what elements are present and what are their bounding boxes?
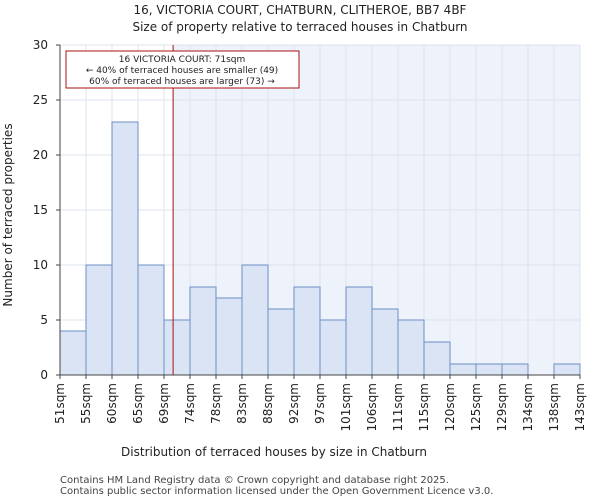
- x-tick-label: 78sqm: [209, 383, 223, 424]
- chart-title-line2: Size of property relative to terraced ho…: [132, 20, 467, 34]
- x-tick-label: 83sqm: [235, 383, 249, 424]
- x-tick-label: 143sqm: [573, 383, 587, 431]
- footer-line1: Contains HM Land Registry data © Crown c…: [60, 475, 449, 486]
- bar-115sqm: [423, 341, 451, 376]
- bars: [59, 121, 581, 376]
- annotation-line3: 60% of terraced houses are larger (73) →: [89, 77, 275, 87]
- x-tick-label: 88sqm: [261, 383, 275, 424]
- bar-78sqm: [215, 297, 243, 376]
- bar-55sqm: [85, 264, 113, 376]
- x-tick-label: 138sqm: [547, 383, 561, 431]
- bar-69sqm: [163, 319, 191, 376]
- y-tick-label: 20: [33, 148, 48, 162]
- x-tick-label: 92sqm: [287, 383, 301, 424]
- y-tick-label: 0: [40, 368, 48, 382]
- bar-83sqm: [241, 264, 269, 376]
- x-tick-label: 134sqm: [521, 383, 535, 431]
- y-axis-ticks: 0 5 10 15 20 25 30: [33, 38, 60, 382]
- bar-88sqm: [267, 308, 295, 376]
- x-tick-label: 74sqm: [183, 383, 197, 424]
- bar-60sqm: [111, 121, 139, 376]
- x-tick-label: 125sqm: [469, 383, 483, 431]
- x-tick-label: 69sqm: [157, 383, 171, 424]
- bar-74sqm: [189, 286, 217, 376]
- annotation-box: 16 VICTORIA COURT: 71sqm ← 40% of terrac…: [65, 50, 300, 89]
- x-tick-label: 55sqm: [79, 383, 93, 424]
- y-tick-label: 15: [33, 203, 48, 217]
- bar-129sqm: [501, 363, 529, 376]
- chart-title-line1: 16, VICTORIA COURT, CHATBURN, CLITHEROE,…: [134, 3, 467, 17]
- bar-111sqm: [397, 319, 425, 376]
- x-axis-label: Distribution of terraced houses by size …: [121, 445, 427, 459]
- footer-line2: Contains public sector information licen…: [60, 486, 493, 497]
- bar-92sqm: [293, 286, 321, 376]
- x-tick-label: 106sqm: [365, 383, 379, 431]
- x-tick-label: 51sqm: [53, 383, 67, 424]
- bar-51sqm: [59, 330, 87, 376]
- bar-97sqm: [319, 319, 347, 376]
- bar-65sqm: [137, 264, 165, 376]
- annotation-line1: 16 VICTORIA COURT: 71sqm: [119, 55, 246, 65]
- y-tick-label: 5: [40, 313, 48, 327]
- x-tick-label: 129sqm: [495, 383, 509, 431]
- annotation-line2: ← 40% of terraced houses are smaller (49…: [86, 66, 278, 76]
- x-tick-label: 60sqm: [105, 383, 119, 424]
- x-tick-label: 101sqm: [339, 383, 353, 431]
- bar-120sqm: [449, 363, 477, 376]
- x-tick-label: 120sqm: [443, 383, 457, 431]
- y-axis-label: Number of terraced properties: [1, 123, 15, 306]
- x-tick-label: 111sqm: [391, 383, 405, 431]
- x-tick-label: 65sqm: [131, 383, 145, 424]
- bar-125sqm: [475, 363, 503, 376]
- x-tick-label: 115sqm: [417, 383, 431, 431]
- annotation-frame: [65, 50, 300, 89]
- y-tick-label: 25: [33, 93, 48, 107]
- x-tick-label: 97sqm: [313, 383, 327, 424]
- bar-138sqm: [553, 363, 581, 376]
- x-axis-ticks: 51sqm 55sqm 60sqm 65sqm 69sqm 74sqm 78sqm 83sqm…: [53, 375, 587, 431]
- y-tick-label: 30: [33, 38, 48, 52]
- bar-106sqm: [371, 308, 399, 376]
- bar-101sqm: [345, 286, 373, 376]
- y-tick-label: 10: [33, 258, 48, 272]
